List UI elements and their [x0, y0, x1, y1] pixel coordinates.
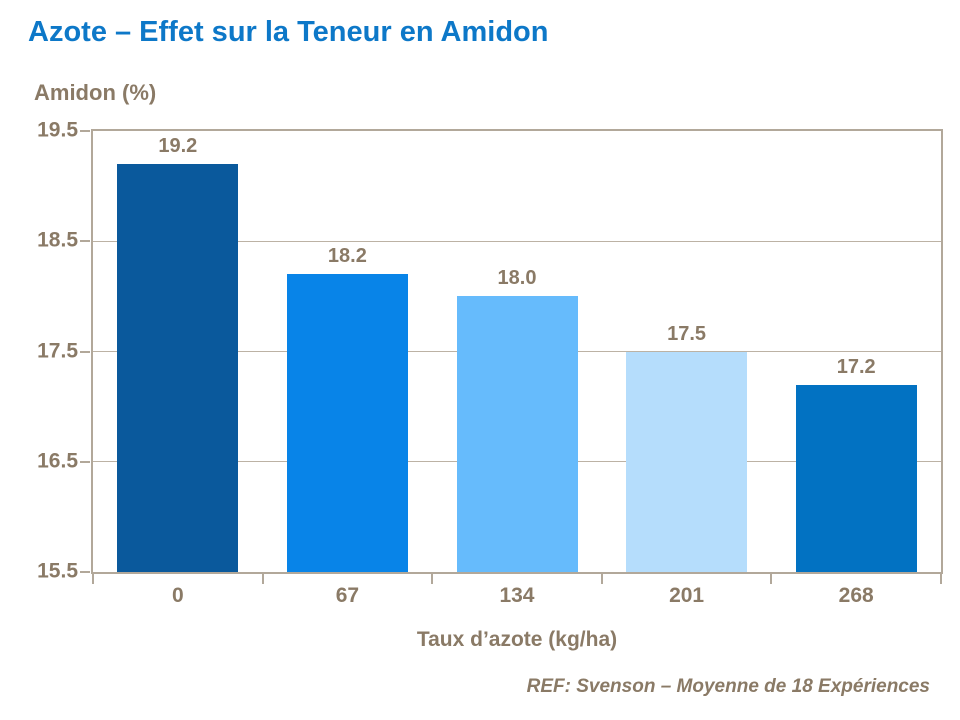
- bar: [286, 274, 408, 572]
- x-category-label: 67: [335, 584, 360, 607]
- x-category-label: 201: [669, 584, 705, 607]
- y-tick-mark: [80, 460, 90, 463]
- x-axis-title: Taux d’azote (kg/ha): [416, 628, 618, 651]
- x-tick-mark: [431, 574, 434, 584]
- y-axis-labels: 19.5 18.5 17.5 16.5 15.5: [0, 119, 78, 583]
- x-tick-mark: [261, 574, 264, 584]
- x-axis-labels: 0 67 134 201 268: [93, 584, 941, 612]
- x-category-label: 134: [499, 584, 535, 607]
- y-tick-mark: [80, 571, 90, 573]
- y-tick-mark: [80, 350, 90, 353]
- gridline: [93, 240, 941, 242]
- y-tick-label: 17.5: [37, 339, 78, 363]
- chart-title: Azote – Effet sur la Teneur en Amidon: [28, 16, 549, 48]
- bar: [795, 384, 917, 572]
- reference-note: REF: Svenson – Moyenne de 18 Expériences: [526, 676, 930, 697]
- x-category-label: 268: [838, 584, 874, 607]
- y-tick-label: 19.5: [37, 118, 78, 142]
- x-tick-mark: [600, 574, 603, 584]
- bar: [456, 296, 578, 572]
- y-tick-label: 18.5: [37, 228, 78, 252]
- y-tick-label: 16.5: [37, 449, 78, 473]
- bar-value-label: 17.2: [836, 355, 876, 378]
- bar-value-label: 18.0: [497, 267, 537, 290]
- y-tick-label: 15.5: [37, 559, 78, 583]
- x-category-label: 0: [171, 584, 184, 607]
- plot-area: 19.2 18.2 18.0 17.5 17.2: [80, 129, 943, 584]
- bar-value-label: 18.2: [327, 245, 367, 268]
- y-tick-mark: [80, 130, 90, 132]
- x-tick-mark: [940, 574, 942, 584]
- y-axis-title: Amidon (%): [34, 80, 157, 105]
- bar: [117, 164, 239, 572]
- y-tick-mark: [80, 240, 90, 243]
- bar: [626, 351, 748, 572]
- bar-value-label: 19.2: [158, 135, 198, 158]
- x-tick-mark: [92, 574, 94, 584]
- bar-value-label: 17.5: [667, 322, 707, 345]
- x-tick-mark: [770, 574, 773, 584]
